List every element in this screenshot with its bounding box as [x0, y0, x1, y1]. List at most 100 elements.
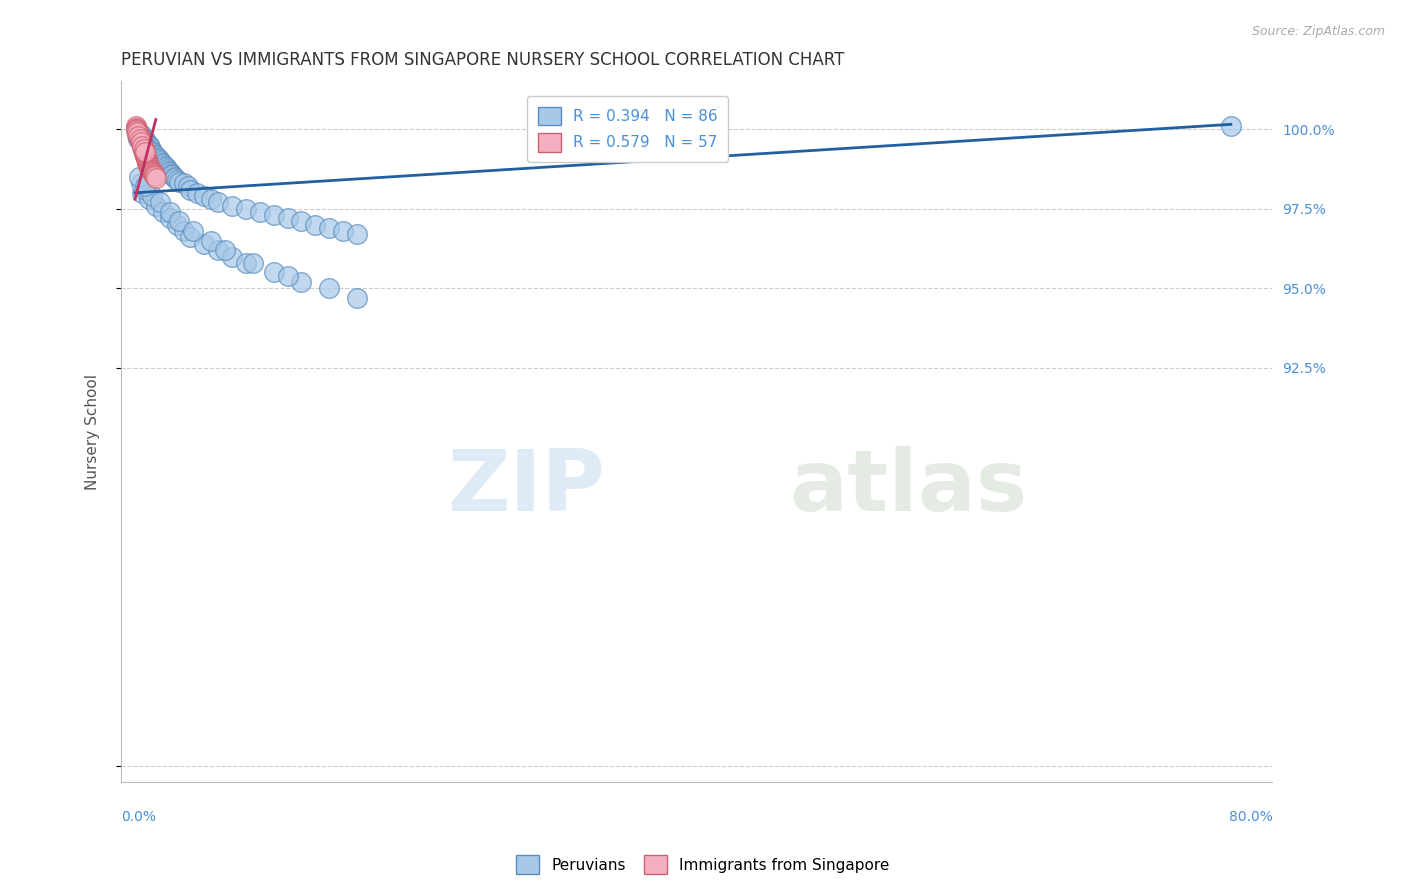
- Point: [128, 133, 150, 147]
- Point: [131, 186, 153, 200]
- Point: [136, 158, 159, 172]
- Point: [127, 129, 149, 144]
- Point: [235, 202, 257, 216]
- Point: [146, 151, 169, 165]
- Point: [135, 153, 157, 168]
- Point: [127, 131, 149, 145]
- Point: [128, 128, 150, 143]
- Point: [136, 155, 159, 169]
- Point: [132, 142, 155, 156]
- Point: [157, 163, 180, 178]
- Point: [149, 195, 172, 210]
- Point: [135, 150, 157, 164]
- Point: [166, 173, 188, 187]
- Point: [138, 192, 160, 206]
- Point: [135, 183, 157, 197]
- Point: [173, 224, 195, 238]
- Point: [129, 133, 152, 147]
- Point: [138, 159, 160, 173]
- Point: [134, 139, 156, 153]
- Point: [277, 211, 299, 226]
- Point: [200, 192, 222, 206]
- Point: [318, 220, 340, 235]
- Point: [132, 131, 155, 145]
- Point: [214, 243, 236, 257]
- Point: [159, 165, 181, 179]
- Point: [131, 137, 153, 152]
- Point: [128, 132, 150, 146]
- Text: 80.0%: 80.0%: [1229, 810, 1272, 824]
- Point: [141, 165, 163, 179]
- Point: [131, 136, 153, 151]
- Point: [125, 120, 148, 135]
- Point: [181, 224, 204, 238]
- Point: [141, 189, 163, 203]
- Point: [145, 198, 167, 212]
- Point: [134, 146, 156, 161]
- Point: [332, 224, 354, 238]
- Point: [162, 169, 184, 183]
- Point: [141, 164, 163, 178]
- Point: [169, 214, 191, 228]
- Point: [156, 161, 179, 176]
- Point: [1219, 119, 1241, 133]
- Point: [125, 122, 148, 136]
- Point: [153, 159, 176, 173]
- Point: [129, 136, 152, 150]
- Point: [249, 205, 271, 219]
- Point: [129, 135, 152, 149]
- Point: [160, 167, 183, 181]
- Point: [134, 145, 156, 159]
- Point: [131, 140, 153, 154]
- Point: [127, 128, 149, 142]
- Point: [179, 230, 201, 244]
- Point: [129, 176, 152, 190]
- Point: [139, 139, 162, 153]
- Text: PERUVIAN VS IMMIGRANTS FROM SINGAPORE NURSERY SCHOOL CORRELATION CHART: PERUVIAN VS IMMIGRANTS FROM SINGAPORE NU…: [121, 51, 845, 69]
- Point: [186, 186, 208, 200]
- Point: [263, 265, 285, 279]
- Point: [132, 142, 155, 156]
- Point: [207, 195, 229, 210]
- Point: [125, 122, 148, 136]
- Point: [179, 183, 201, 197]
- Point: [200, 234, 222, 248]
- Text: Source: ZipAtlas.com: Source: ZipAtlas.com: [1251, 25, 1385, 38]
- Point: [143, 147, 166, 161]
- Point: [277, 268, 299, 283]
- Point: [125, 122, 148, 136]
- Point: [127, 125, 149, 139]
- Point: [127, 125, 149, 139]
- Point: [143, 169, 166, 184]
- Point: [132, 144, 155, 158]
- Point: [138, 160, 160, 174]
- Point: [125, 119, 148, 133]
- Point: [149, 153, 172, 168]
- Point: [125, 124, 148, 138]
- Point: [125, 128, 148, 143]
- Point: [134, 133, 156, 147]
- Point: [290, 214, 312, 228]
- Point: [131, 138, 153, 153]
- Point: [135, 135, 157, 149]
- Point: [142, 167, 165, 181]
- Point: [159, 205, 181, 219]
- Point: [134, 147, 156, 161]
- Text: 0.0%: 0.0%: [121, 810, 156, 824]
- Point: [142, 146, 165, 161]
- Point: [128, 130, 150, 145]
- Point: [134, 179, 156, 194]
- Point: [127, 126, 149, 140]
- Point: [129, 136, 152, 151]
- Point: [221, 198, 243, 212]
- Point: [346, 227, 368, 242]
- Point: [159, 211, 181, 226]
- Text: atlas: atlas: [789, 446, 1028, 529]
- Point: [143, 169, 166, 183]
- Point: [128, 129, 150, 144]
- Point: [128, 131, 150, 145]
- Point: [152, 157, 174, 171]
- Point: [165, 171, 187, 186]
- Legend: R = 0.394   N = 86, R = 0.579   N = 57: R = 0.394 N = 86, R = 0.579 N = 57: [527, 96, 728, 162]
- Point: [129, 127, 152, 141]
